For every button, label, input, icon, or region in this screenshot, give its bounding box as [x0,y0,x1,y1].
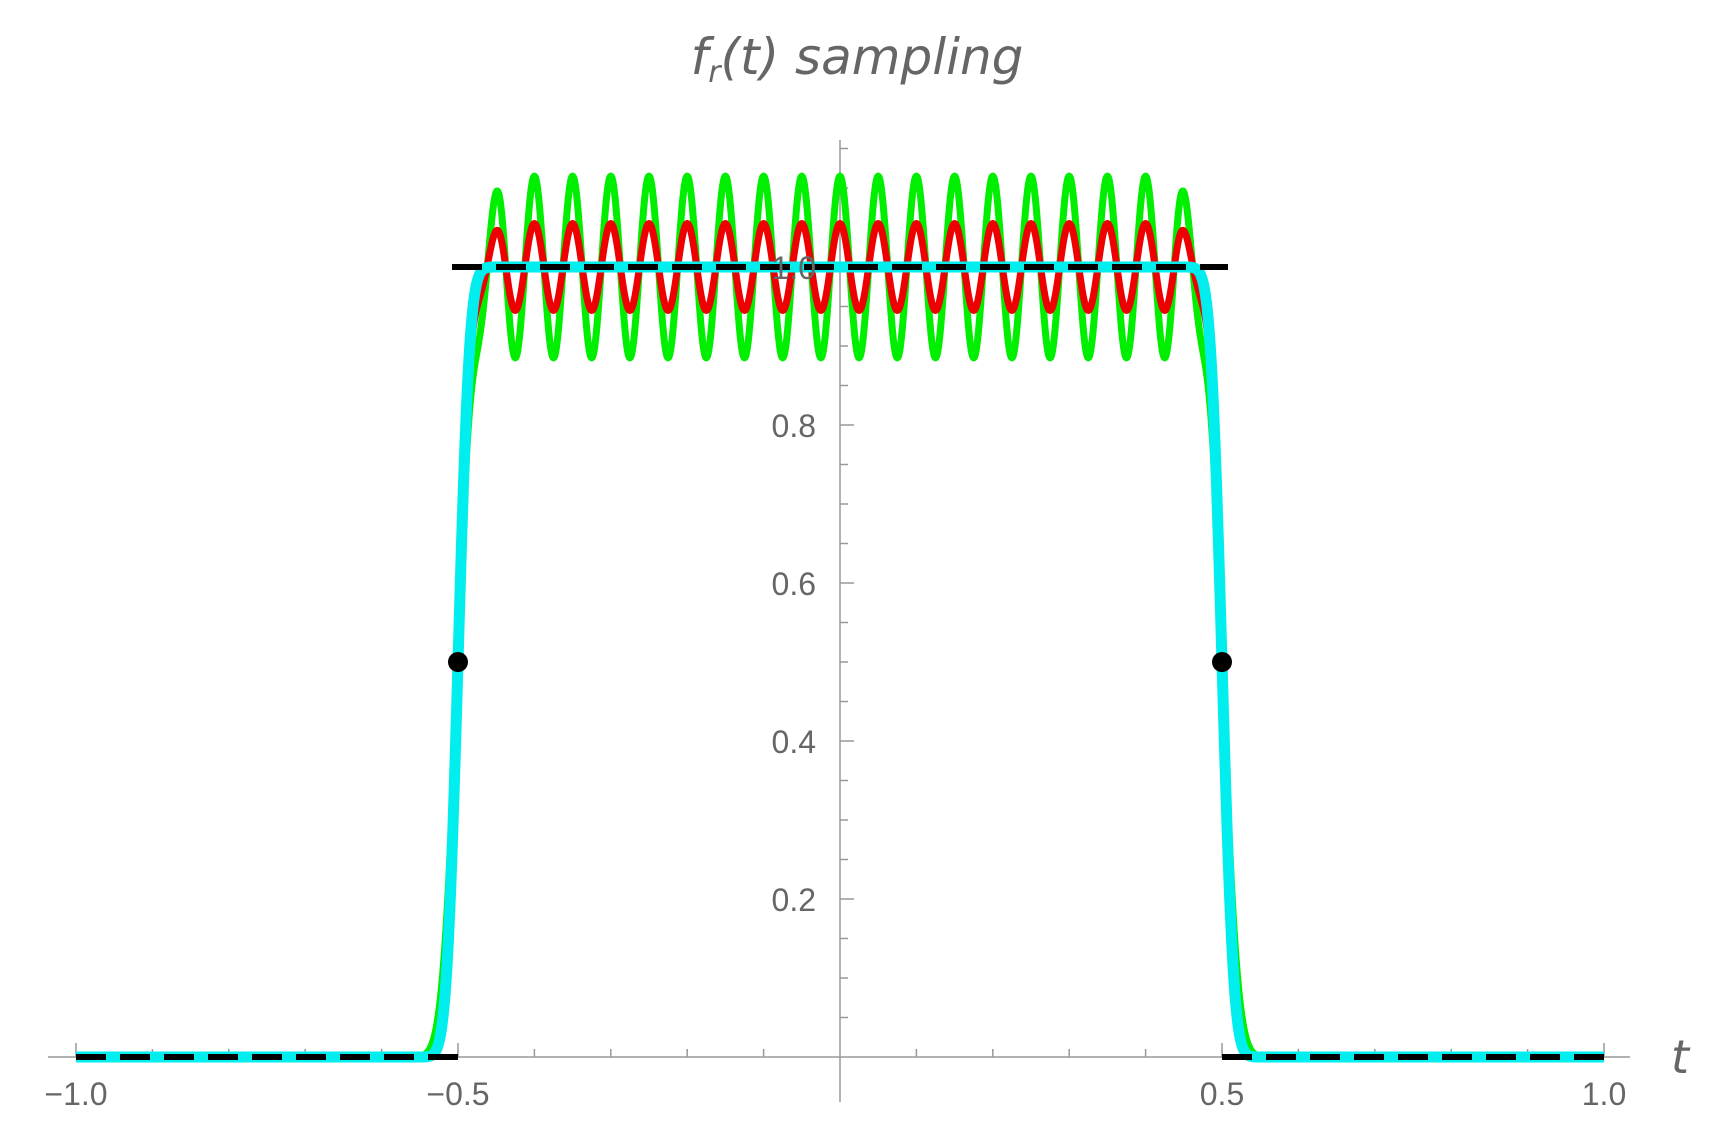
label-layer: −1.0 −0.5 0.5 1.0 0.2 0.4 0.6 0.8 1.0 t [44,250,1691,1112]
point-layer [448,652,1232,672]
title-base: f [690,28,709,86]
data-point-1 [1212,652,1232,672]
x-tick-label: 1.0 [1582,1076,1626,1112]
title-subscript: r [708,55,721,90]
series-layer [71,172,1609,1063]
title-rest: (t) sampling [720,28,1024,86]
x-tick-label: −0.5 [426,1076,489,1112]
series-line-2 [71,261,1609,1063]
reference-line-layer [76,264,1604,1060]
y-tick-label: 0.4 [772,724,816,760]
x-tick-label: 0.5 [1200,1076,1244,1112]
axes [48,140,1630,1102]
y-tick-label: 0.8 [772,408,816,444]
y-tick-label: 1.0 [772,250,816,286]
data-point-0 [448,652,468,672]
x-tick-label: −1.0 [44,1076,107,1112]
y-tick-label: 0.6 [772,566,816,602]
chart-title: fr(t) sampling [0,28,1714,90]
y-tick-label: 0.2 [772,882,816,918]
x-axis-title: t [1671,1030,1691,1084]
